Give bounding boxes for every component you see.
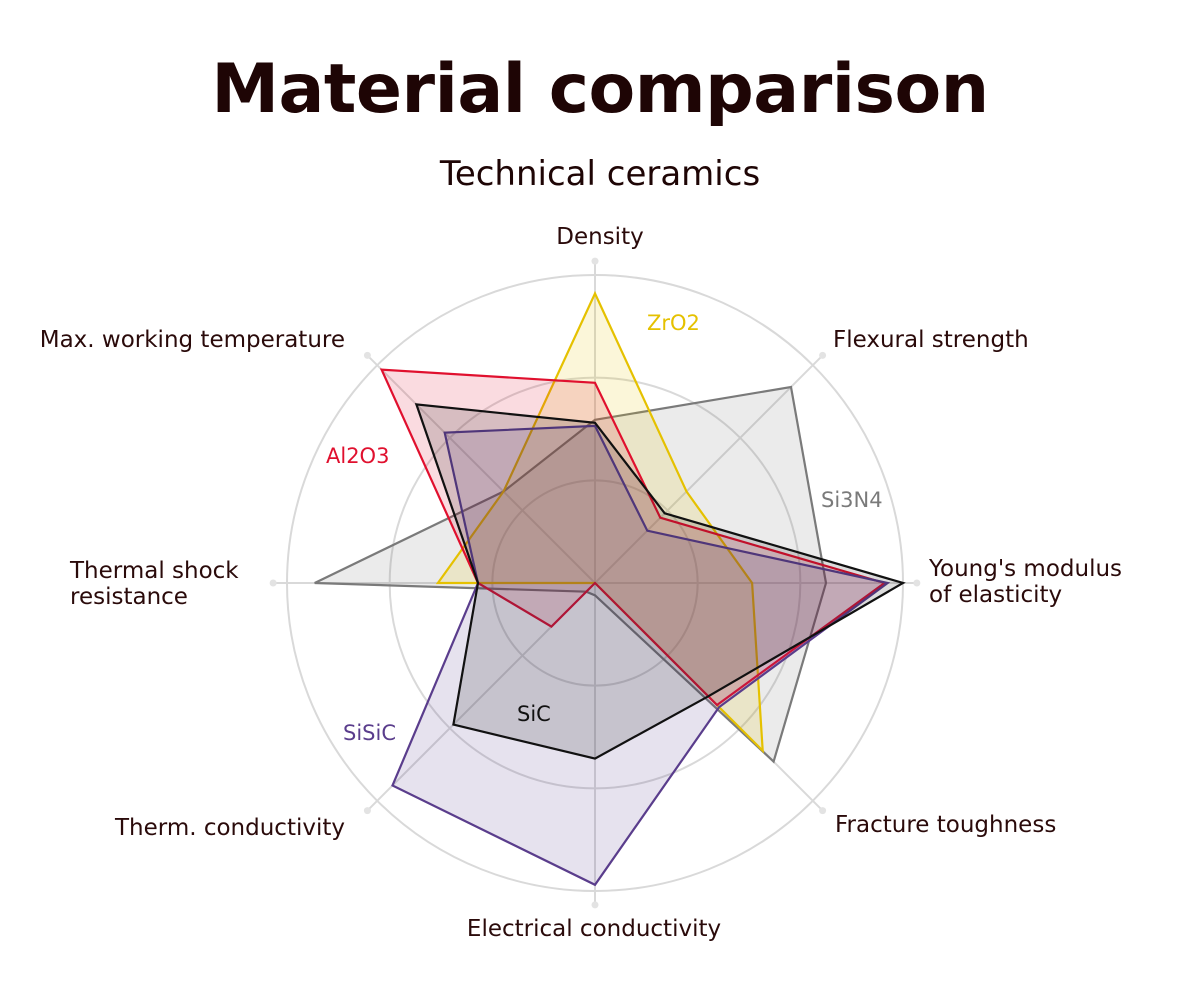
- series-sic-polygon: [414, 403, 906, 760]
- axis-label-3: Young's modulus of elasticity: [928, 556, 1122, 608]
- series-al2o3-polygon: [379, 368, 887, 707]
- grid-spoke-end: [913, 579, 921, 587]
- chart-title: Material comparison: [211, 50, 989, 129]
- series-label-si3n4: Si3N4: [821, 488, 883, 512]
- axis-label-7: Thermal shock resistance: [69, 558, 239, 610]
- grid-spoke-end: [591, 901, 599, 909]
- series-label-sic: SiC: [517, 702, 551, 726]
- radar-series: [314, 290, 906, 887]
- grid-spoke: [366, 354, 596, 584]
- grid-spoke-end: [269, 579, 277, 587]
- grid-spoke-end: [363, 351, 371, 359]
- series-label-zro2: ZrO2: [647, 311, 700, 335]
- axis-label-8: Max. working temperature: [40, 327, 345, 353]
- chart-subtitle: Technical ceramics: [439, 154, 761, 194]
- grid-spoke: [594, 354, 824, 584]
- axis-label-5: Electrical conductivity: [467, 916, 721, 942]
- grid-spoke-end: [819, 807, 827, 815]
- series-label-sisic: SiSiC: [343, 721, 396, 745]
- axis-label-4: Fracture toughness: [835, 812, 1056, 838]
- radar-labels: Density Flexural strength Young's modulus o…: [40, 224, 1122, 942]
- series-sisic-polygon: [391, 424, 891, 887]
- axis-label-1: Density: [556, 224, 643, 250]
- series-si3n4-polygon: [314, 385, 828, 764]
- axis-label-2: Flexural strength: [833, 327, 1029, 353]
- axis-label-6: Therm. conductivity: [114, 815, 345, 841]
- grid-spoke-end: [363, 807, 371, 815]
- series-label-al2o3: Al2O3: [326, 444, 389, 468]
- grid-spoke-end: [591, 257, 599, 265]
- grid-spoke-end: [819, 351, 827, 359]
